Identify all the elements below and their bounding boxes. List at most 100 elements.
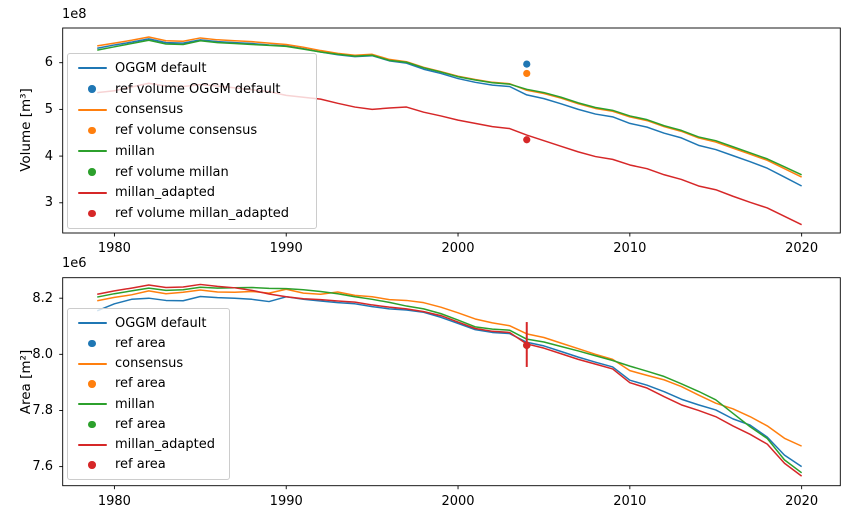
legend-marker-swatch [77, 85, 107, 93]
legend-label: OGGM default [115, 60, 207, 76]
y-tick-label: 5 [44, 101, 53, 117]
legend: OGGM default ref volume OGGM default conse… [67, 53, 317, 229]
legend-label: ref area [115, 335, 166, 351]
line-sample-icon [77, 362, 107, 365]
y-tick-label: 4 [44, 148, 53, 164]
x-tick-label: 2020 [785, 240, 819, 256]
x-tick-label: 2020 [785, 493, 819, 509]
series-line-oggm-default [96, 295, 803, 468]
legend-line-swatch [77, 67, 107, 70]
axes-frame [62, 277, 841, 487]
x-tick-label: 1990 [269, 493, 303, 509]
legend-label: millan_adapted [115, 185, 215, 201]
line-sample-icon [77, 403, 107, 406]
legend-entry: ref volume OGGM default [68, 79, 310, 100]
legend-entry: millan [68, 394, 223, 414]
x-tick-label: 2000 [441, 493, 475, 509]
dot-sample-icon [88, 85, 96, 93]
legend-entry: ref area [68, 374, 223, 394]
legend-entry: consensus [68, 354, 223, 374]
ref-marker-ref-volume-consensus-consensus [523, 69, 531, 78]
legend-label: OGGM default [115, 315, 207, 331]
x-tick-label: 1980 [97, 240, 131, 256]
legend-entry: millan_adapted [68, 435, 223, 455]
legend-label: ref volume millan_adapted [115, 206, 290, 222]
legend-entry: millan_adapted [68, 183, 310, 204]
line-sample-icon [77, 191, 107, 194]
legend-line-swatch [77, 403, 107, 406]
ref-marker-ref-volume-oggm-default-oggm-default [523, 60, 531, 68]
legend-entry: ref area [68, 414, 223, 434]
dot-sample-icon [88, 126, 96, 135]
dot-sample-icon [88, 420, 96, 429]
legend-marker-swatch [77, 168, 107, 176]
line-sample-icon [77, 150, 107, 153]
legend-marker-swatch [77, 126, 107, 135]
dot-sample-icon [88, 168, 96, 176]
dot-sample-icon [88, 461, 96, 469]
line-sample-icon [77, 108, 107, 111]
legend-entry: OGGM default [68, 58, 310, 79]
legend-line-swatch [77, 108, 107, 111]
y-tick-label: 7.8 [32, 402, 53, 418]
legend-entry: OGGM default [68, 313, 223, 333]
legend-entry: ref volume consensus [68, 120, 310, 141]
axis-offset-text-volume: 1e8 [62, 7, 87, 22]
y-tick-label: 8.2 [32, 290, 53, 306]
legend-line-swatch [77, 443, 107, 446]
axes-frame [62, 27, 841, 234]
x-tick-label: 2000 [441, 240, 475, 256]
series-line-millan [97, 39, 802, 176]
legend-marker-swatch [77, 339, 107, 348]
legend-entry: millan [68, 141, 310, 162]
dot-sample-icon [88, 380, 96, 388]
legend-label: ref area [115, 376, 166, 392]
series-line-consensus [97, 288, 802, 447]
legend-line-swatch [77, 150, 107, 153]
x-tick-label: 1990 [269, 240, 303, 256]
legend-label: ref volume millan [115, 164, 229, 180]
series-line-oggm-default [97, 38, 802, 187]
legend-label: millan [115, 396, 155, 412]
legend-label: ref area [115, 457, 166, 473]
ref-marker-ref-volume-millan-adapted-millan-adapted [523, 136, 531, 144]
y-tick-label: 7.6 [32, 459, 53, 475]
legend-label: ref volume OGGM default [115, 81, 281, 97]
series-line-millan [97, 286, 803, 474]
legend-line-swatch [77, 191, 107, 194]
legend: OGGM default ref area consensus ref area mil… [67, 308, 230, 480]
legend-label: ref area [115, 416, 166, 432]
y-tick-label: 3 [44, 195, 53, 211]
axis-offset-text-area: 1e6 [62, 256, 87, 271]
legend-marker-swatch [77, 420, 107, 429]
series-line-millan-adapted [97, 283, 803, 477]
ref-marker-ref-area-millan-adapted [523, 341, 531, 349]
line-sample-icon [77, 443, 107, 446]
legend-marker-swatch [77, 209, 107, 218]
legend-label: millan [115, 143, 155, 159]
legend-entry: consensus [68, 100, 310, 121]
line-sample-icon [77, 322, 107, 325]
y-tick-label: 6 [44, 55, 53, 71]
y-tick-label: 8.0 [32, 346, 53, 362]
legend-entry: ref area [68, 455, 223, 475]
legend-line-swatch [77, 322, 107, 325]
legend-label: millan_adapted [115, 437, 215, 453]
x-tick-label: 1980 [97, 493, 131, 509]
dot-sample-icon [88, 339, 96, 348]
legend-label: consensus [115, 356, 184, 372]
line-sample-icon [77, 67, 107, 70]
legend-entry: ref volume millan [68, 162, 310, 183]
legend-entry: ref area [68, 333, 223, 353]
legend-line-swatch [77, 362, 107, 365]
legend-marker-swatch [77, 380, 107, 388]
dot-sample-icon [88, 209, 96, 218]
legend-label: ref volume consensus [115, 123, 258, 139]
legend-label: consensus [115, 102, 184, 118]
x-tick-label: 2010 [613, 493, 647, 509]
legend-marker-swatch [77, 461, 107, 469]
legend-entry: ref volume millan_adapted [68, 203, 310, 224]
x-tick-label: 2010 [613, 240, 647, 256]
